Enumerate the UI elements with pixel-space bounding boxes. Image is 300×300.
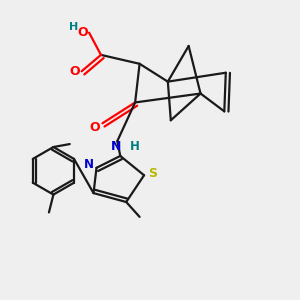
Text: O: O (70, 65, 80, 78)
Text: O: O (90, 121, 100, 134)
Text: H: H (69, 22, 78, 32)
Text: S: S (148, 167, 157, 180)
Text: N: N (84, 158, 94, 171)
Text: H: H (130, 140, 140, 153)
Text: N: N (111, 140, 121, 153)
Text: O: O (77, 26, 88, 39)
